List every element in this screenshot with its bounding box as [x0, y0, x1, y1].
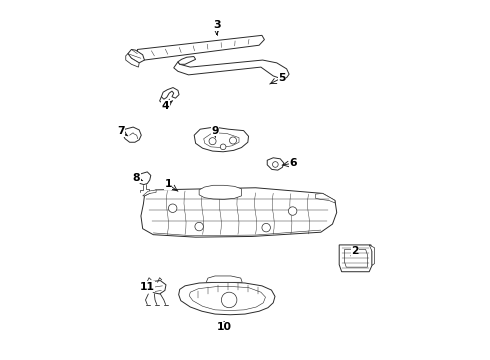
Polygon shape — [122, 127, 141, 142]
Circle shape — [169, 204, 177, 212]
Polygon shape — [316, 193, 335, 203]
Polygon shape — [204, 133, 239, 148]
Polygon shape — [369, 245, 374, 265]
Circle shape — [229, 137, 237, 144]
Circle shape — [289, 207, 297, 215]
Polygon shape — [189, 287, 266, 311]
Polygon shape — [143, 190, 156, 196]
Polygon shape — [139, 172, 151, 185]
Text: 6: 6 — [290, 158, 297, 168]
Circle shape — [220, 144, 226, 150]
Text: 2: 2 — [351, 246, 359, 256]
Text: 9: 9 — [211, 126, 219, 136]
Text: 4: 4 — [162, 101, 170, 111]
Text: 7: 7 — [117, 126, 124, 136]
Circle shape — [262, 224, 270, 232]
Circle shape — [209, 138, 216, 145]
Text: 11: 11 — [140, 282, 154, 292]
Polygon shape — [161, 87, 179, 99]
Polygon shape — [178, 57, 196, 64]
Polygon shape — [267, 158, 284, 170]
Polygon shape — [126, 54, 139, 67]
Text: 5: 5 — [278, 73, 286, 83]
Polygon shape — [206, 276, 242, 282]
Polygon shape — [141, 188, 337, 237]
Polygon shape — [137, 35, 265, 60]
Polygon shape — [146, 280, 166, 294]
Text: 10: 10 — [216, 323, 231, 333]
Polygon shape — [128, 49, 145, 63]
Polygon shape — [179, 282, 275, 315]
Polygon shape — [199, 185, 242, 199]
Text: 1: 1 — [164, 179, 172, 189]
Circle shape — [195, 222, 203, 231]
Circle shape — [272, 162, 278, 167]
Polygon shape — [194, 127, 248, 152]
Polygon shape — [174, 60, 289, 78]
Polygon shape — [344, 249, 368, 267]
Polygon shape — [339, 245, 372, 272]
Text: 8: 8 — [133, 173, 140, 183]
Circle shape — [221, 292, 237, 308]
Text: 3: 3 — [213, 21, 220, 31]
